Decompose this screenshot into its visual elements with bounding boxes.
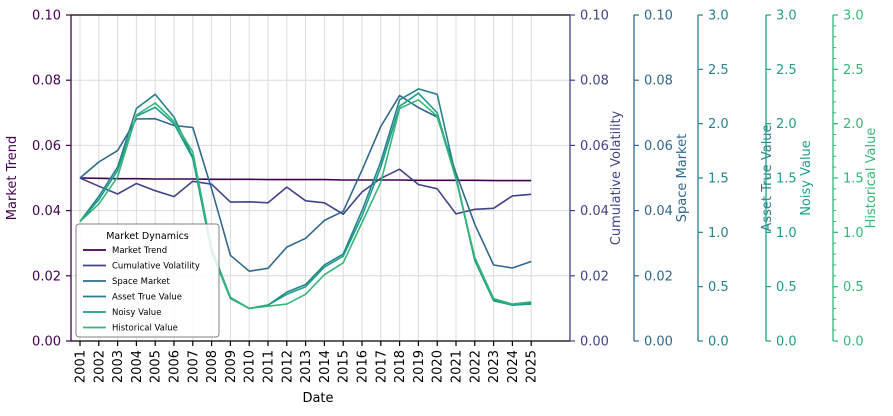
x-tick-label: 2014 bbox=[318, 350, 333, 383]
tick-label: 0.10 bbox=[32, 9, 61, 24]
x-tick-label: 2021 bbox=[450, 350, 465, 383]
x-tick-label: 2005 bbox=[149, 350, 164, 383]
tick-label: 0.5 bbox=[776, 280, 797, 295]
axis-label: Historical Value bbox=[864, 128, 879, 229]
x-axis-label: Date bbox=[302, 391, 333, 406]
x-tick-label: 2002 bbox=[92, 350, 107, 383]
tick-label: 2.5 bbox=[776, 63, 797, 78]
tick-label: 2.5 bbox=[708, 63, 729, 78]
tick-label: 1.0 bbox=[843, 226, 864, 241]
tick-label: 0.06 bbox=[644, 139, 673, 154]
legend: Market Dynamics Market Trend Cumulative V… bbox=[75, 223, 220, 338]
tick-label: 0.02 bbox=[32, 269, 61, 284]
x-tick-label: 2008 bbox=[205, 350, 220, 383]
series-line bbox=[79, 94, 532, 273]
tick-label: 1.5 bbox=[776, 172, 797, 187]
legend-label: Asset True Value bbox=[112, 293, 182, 303]
legend-label: Cumulative Volatility bbox=[112, 262, 200, 272]
tick-label: 1.5 bbox=[708, 172, 729, 187]
tick-label: 0.04 bbox=[644, 204, 673, 219]
x-tick-label: 2017 bbox=[374, 350, 389, 383]
series-line bbox=[79, 168, 532, 215]
tick-label: 0.08 bbox=[580, 74, 609, 89]
y-axis-cumulative-volatility: 0.00 0.02 0.04 0.06 0.08 0.10 Cumulative Volat… bbox=[569, 9, 624, 350]
tick-label: 0.00 bbox=[644, 335, 673, 350]
tick-label: 2.0 bbox=[843, 117, 864, 132]
tick-label: 3.0 bbox=[776, 9, 797, 24]
legend-box bbox=[75, 223, 220, 338]
x-tick-label: 2019 bbox=[412, 350, 427, 383]
legend-label: Noisy Value bbox=[112, 308, 161, 318]
tick-label: 2.0 bbox=[708, 117, 729, 132]
x-tick-label: 2009 bbox=[224, 350, 239, 383]
x-tick-label: 2023 bbox=[487, 350, 502, 383]
x-axis: Date 2001 2002 2003 2004 2005 2006 2007 2008 200… bbox=[74, 341, 540, 406]
y-axis-space-market: 0.00 0.02 0.04 0.06 0.08 0.10 Space Market bbox=[633, 9, 690, 350]
series-line bbox=[79, 99, 532, 310]
x-tick-label: 2020 bbox=[431, 350, 446, 383]
tick-label: 2.0 bbox=[776, 117, 797, 132]
tick-label: 0.08 bbox=[644, 74, 673, 89]
x-tick-label: 2003 bbox=[111, 350, 126, 383]
tick-label: 0.06 bbox=[32, 139, 61, 154]
tick-label: 0.0 bbox=[776, 335, 797, 350]
tick-label: 0.02 bbox=[580, 269, 609, 284]
tick-label: 0.00 bbox=[580, 335, 609, 350]
x-tick-label: 2010 bbox=[243, 350, 258, 383]
tick-label: 0.00 bbox=[32, 335, 61, 350]
x-tick-label: 2022 bbox=[468, 350, 483, 383]
x-tick-label: 2006 bbox=[168, 350, 183, 383]
x-tick-label: 2024 bbox=[506, 350, 521, 383]
tick-label: 3.0 bbox=[843, 9, 864, 24]
tick-label: 0.5 bbox=[708, 280, 729, 295]
series-layer bbox=[79, 88, 532, 310]
tick-label: 0.5 bbox=[843, 280, 864, 295]
legend-items: Market Trend Cumulative Volatility Space M… bbox=[83, 246, 200, 334]
tick-label: 1.0 bbox=[776, 226, 797, 241]
tick-label: 0.04 bbox=[580, 204, 609, 219]
legend-label: Space Market bbox=[112, 277, 170, 287]
tick-label: 0.10 bbox=[644, 9, 673, 24]
x-tick-label: 2011 bbox=[262, 350, 277, 383]
tick-label: 1.0 bbox=[708, 226, 729, 241]
y-axis-historical-value: 0.0 0.5 1.0 1.5 2.0 2.5 3.0 Historical Value bbox=[832, 9, 879, 350]
y-axis-market-trend: 0.00 0.02 0.04 0.06 0.08 0.10 Market Trend bbox=[5, 9, 72, 350]
y-axis-noisy-value: 0.0 0.5 1.0 1.5 2.0 2.5 3.0 Noisy Value bbox=[765, 9, 814, 350]
axis-label: Noisy Value bbox=[799, 140, 814, 216]
legend-title: Market Dynamics bbox=[106, 231, 189, 242]
tick-label: 0.10 bbox=[580, 9, 609, 24]
x-tick-label: 2015 bbox=[337, 350, 352, 383]
axis-label: Space Market bbox=[675, 134, 690, 222]
tick-label: 0.08 bbox=[32, 74, 61, 89]
legend-label: Market Trend bbox=[112, 246, 167, 256]
x-tick-label: 2025 bbox=[525, 350, 540, 383]
x-tick-label: 2018 bbox=[393, 350, 408, 383]
tick-label: 2.5 bbox=[843, 63, 864, 78]
x-tick-label: 2013 bbox=[299, 350, 314, 383]
tick-label: 3.0 bbox=[708, 9, 729, 24]
x-tick-label: 2001 bbox=[74, 350, 89, 383]
axis-label: Market Trend bbox=[5, 136, 20, 220]
legend-label: Historical Value bbox=[112, 324, 178, 334]
x-tick-label: 2007 bbox=[186, 350, 201, 383]
x-tick-label: 2016 bbox=[356, 350, 371, 383]
tick-label: 0.06 bbox=[580, 139, 609, 154]
x-tick-label: 2004 bbox=[130, 350, 145, 383]
tick-label: 0.02 bbox=[644, 269, 673, 284]
tick-label: 0.0 bbox=[708, 335, 729, 350]
tick-label: 1.5 bbox=[843, 172, 864, 187]
x-tick-label: 2012 bbox=[280, 350, 295, 383]
tick-label: 0.0 bbox=[843, 335, 864, 350]
tick-label: 0.04 bbox=[32, 204, 61, 219]
axis-label: Cumulative Volatility bbox=[609, 110, 624, 245]
